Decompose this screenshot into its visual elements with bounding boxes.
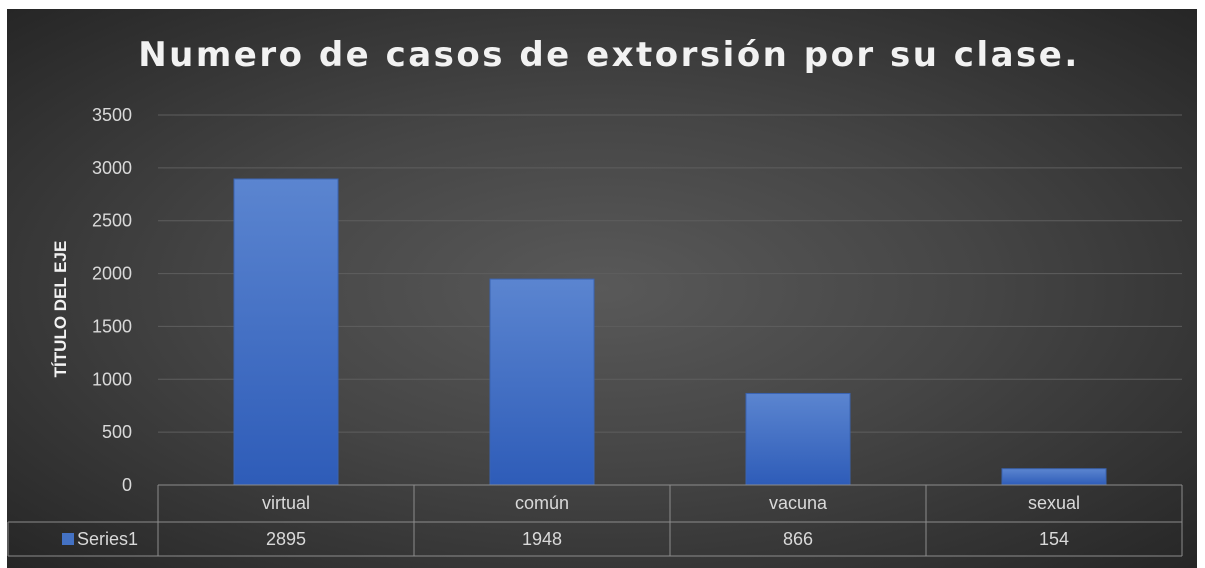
bar-vacuna (745, 392, 851, 486)
bar-chart: Numero de casos de extorsión por su clas… (7, 35, 1183, 557)
legend-swatch (62, 533, 74, 545)
y-tick-label: 3500 (92, 105, 132, 125)
y-tick-label: 3000 (92, 158, 132, 178)
y-tick-label: 1000 (92, 369, 132, 389)
bar-sexual (1001, 468, 1107, 486)
data-table-value: 866 (783, 529, 813, 549)
bar-virtual (233, 178, 339, 486)
bars (233, 178, 1107, 486)
data-table-value: 2895 (266, 529, 306, 549)
y-tick-label: 500 (102, 422, 132, 442)
category-label: virtual (262, 493, 310, 513)
y-tick-label: 1500 (92, 316, 132, 336)
category-label: sexual (1028, 493, 1080, 513)
data-table-value: 154 (1039, 529, 1069, 549)
y-axis-ticks: 0 500 1000 1500 2000 2500 3000 3500 (92, 105, 132, 495)
legend-label: Series1 (77, 529, 138, 549)
category-label: común (515, 493, 569, 513)
y-tick-label: 2000 (92, 264, 132, 284)
category-label: vacuna (769, 493, 828, 513)
data-table: virtual 2895 común 1948 vacuna 866 sexual 154 Se… (7, 484, 1183, 557)
chart-area: Numero de casos de extorsión por su clas… (7, 9, 1197, 568)
y-tick-label: 0 (122, 475, 132, 495)
chart-title: Numero de casos de extorsión por su clas… (138, 35, 1080, 75)
bar-común (489, 278, 595, 486)
y-tick-label: 2500 (92, 211, 132, 231)
data-table-value: 1948 (522, 529, 562, 549)
y-axis-title: TÍTULO DEL EJE (51, 241, 70, 378)
